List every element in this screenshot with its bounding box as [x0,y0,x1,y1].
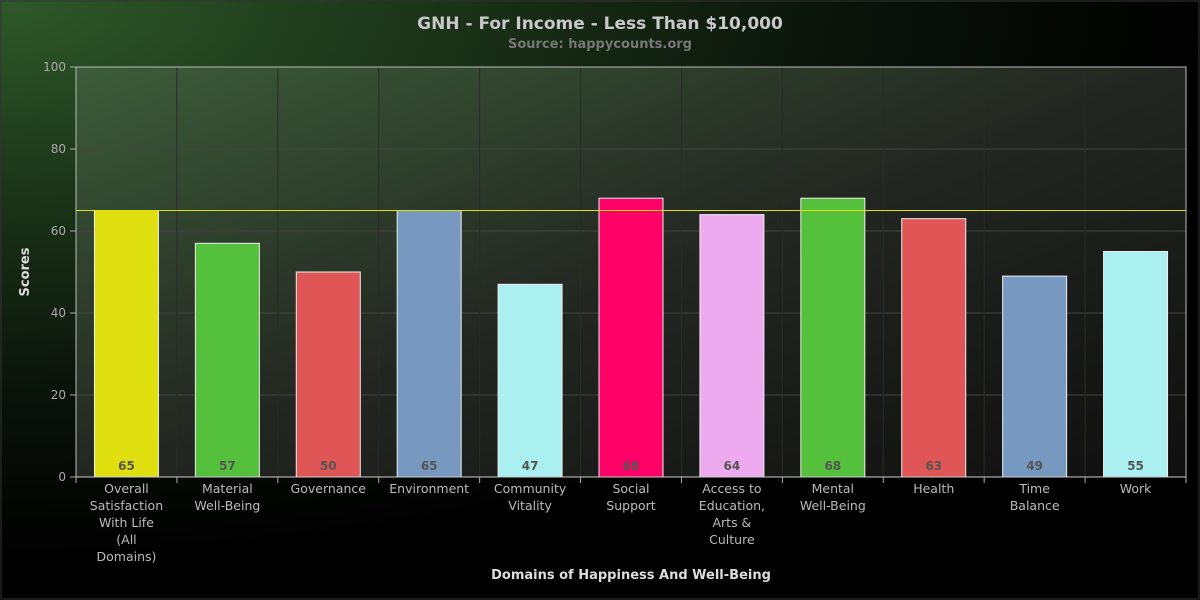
data-label: 65 [421,459,438,473]
x-tick-label: Material [202,481,253,496]
data-label: 49 [1026,459,1043,473]
bar [295,271,361,478]
data-label: 64 [724,459,741,473]
data-label: 55 [1127,459,1144,473]
x-tick-label: Education, [699,498,765,513]
y-axis-label: Scores [18,247,33,296]
data-label: 68 [623,459,640,473]
x-tick-label: Health [913,481,954,496]
chart-title: GNH - For Income - Less Than $10,000 [417,14,783,34]
x-tick-label: (All [116,532,136,547]
x-tick-label: Well-Being [800,498,866,513]
chart-subtitle: Source: happycounts.org [508,37,692,52]
x-tick-label: Culture [709,532,755,547]
bar [800,197,866,478]
data-label: 63 [925,459,942,473]
y-tick-label: 0 [58,470,66,484]
bar [699,214,765,478]
x-tick-label: Work [1120,481,1152,496]
bar [497,283,563,478]
data-label: 57 [219,459,236,473]
y-tick-label: 40 [51,306,66,320]
bar [194,242,260,478]
data-label: 47 [522,459,539,473]
x-tick-label: Well-Being [194,498,260,513]
x-tick-label: Balance [1010,498,1060,513]
x-tick-label: Social [612,481,649,496]
x-tick-label: Satisfaction [90,498,163,513]
x-tick-label: Environment [389,481,469,496]
x-tick-label: Governance [291,481,367,496]
data-label: 65 [118,459,135,473]
x-tick-label: Time [1018,481,1050,496]
bar [93,210,159,478]
bar [598,197,664,478]
bar [396,210,462,478]
bar [901,218,967,478]
data-label: 68 [824,459,841,473]
y-tick-label: 100 [43,60,66,74]
x-tick-label: Vitality [508,498,552,513]
x-tick-label: Community [494,481,567,496]
bar [1103,251,1169,478]
x-tick-label: With Life [99,515,154,530]
x-tick-label: Access to [702,481,761,496]
x-tick-label: Support [606,498,656,513]
y-tick-label: 60 [51,224,66,238]
x-tick-label: Mental [812,481,854,496]
x-axis-label: Domains of Happiness And Well-Being [491,568,771,583]
x-tick-label: Overall [104,481,149,496]
y-tick-label: 20 [51,388,66,402]
y-tick-label: 80 [51,142,66,156]
data-label: 50 [320,459,337,473]
bar [1002,275,1068,478]
x-tick-label: Domains) [97,549,157,564]
x-tick-label: Arts & [712,515,751,530]
